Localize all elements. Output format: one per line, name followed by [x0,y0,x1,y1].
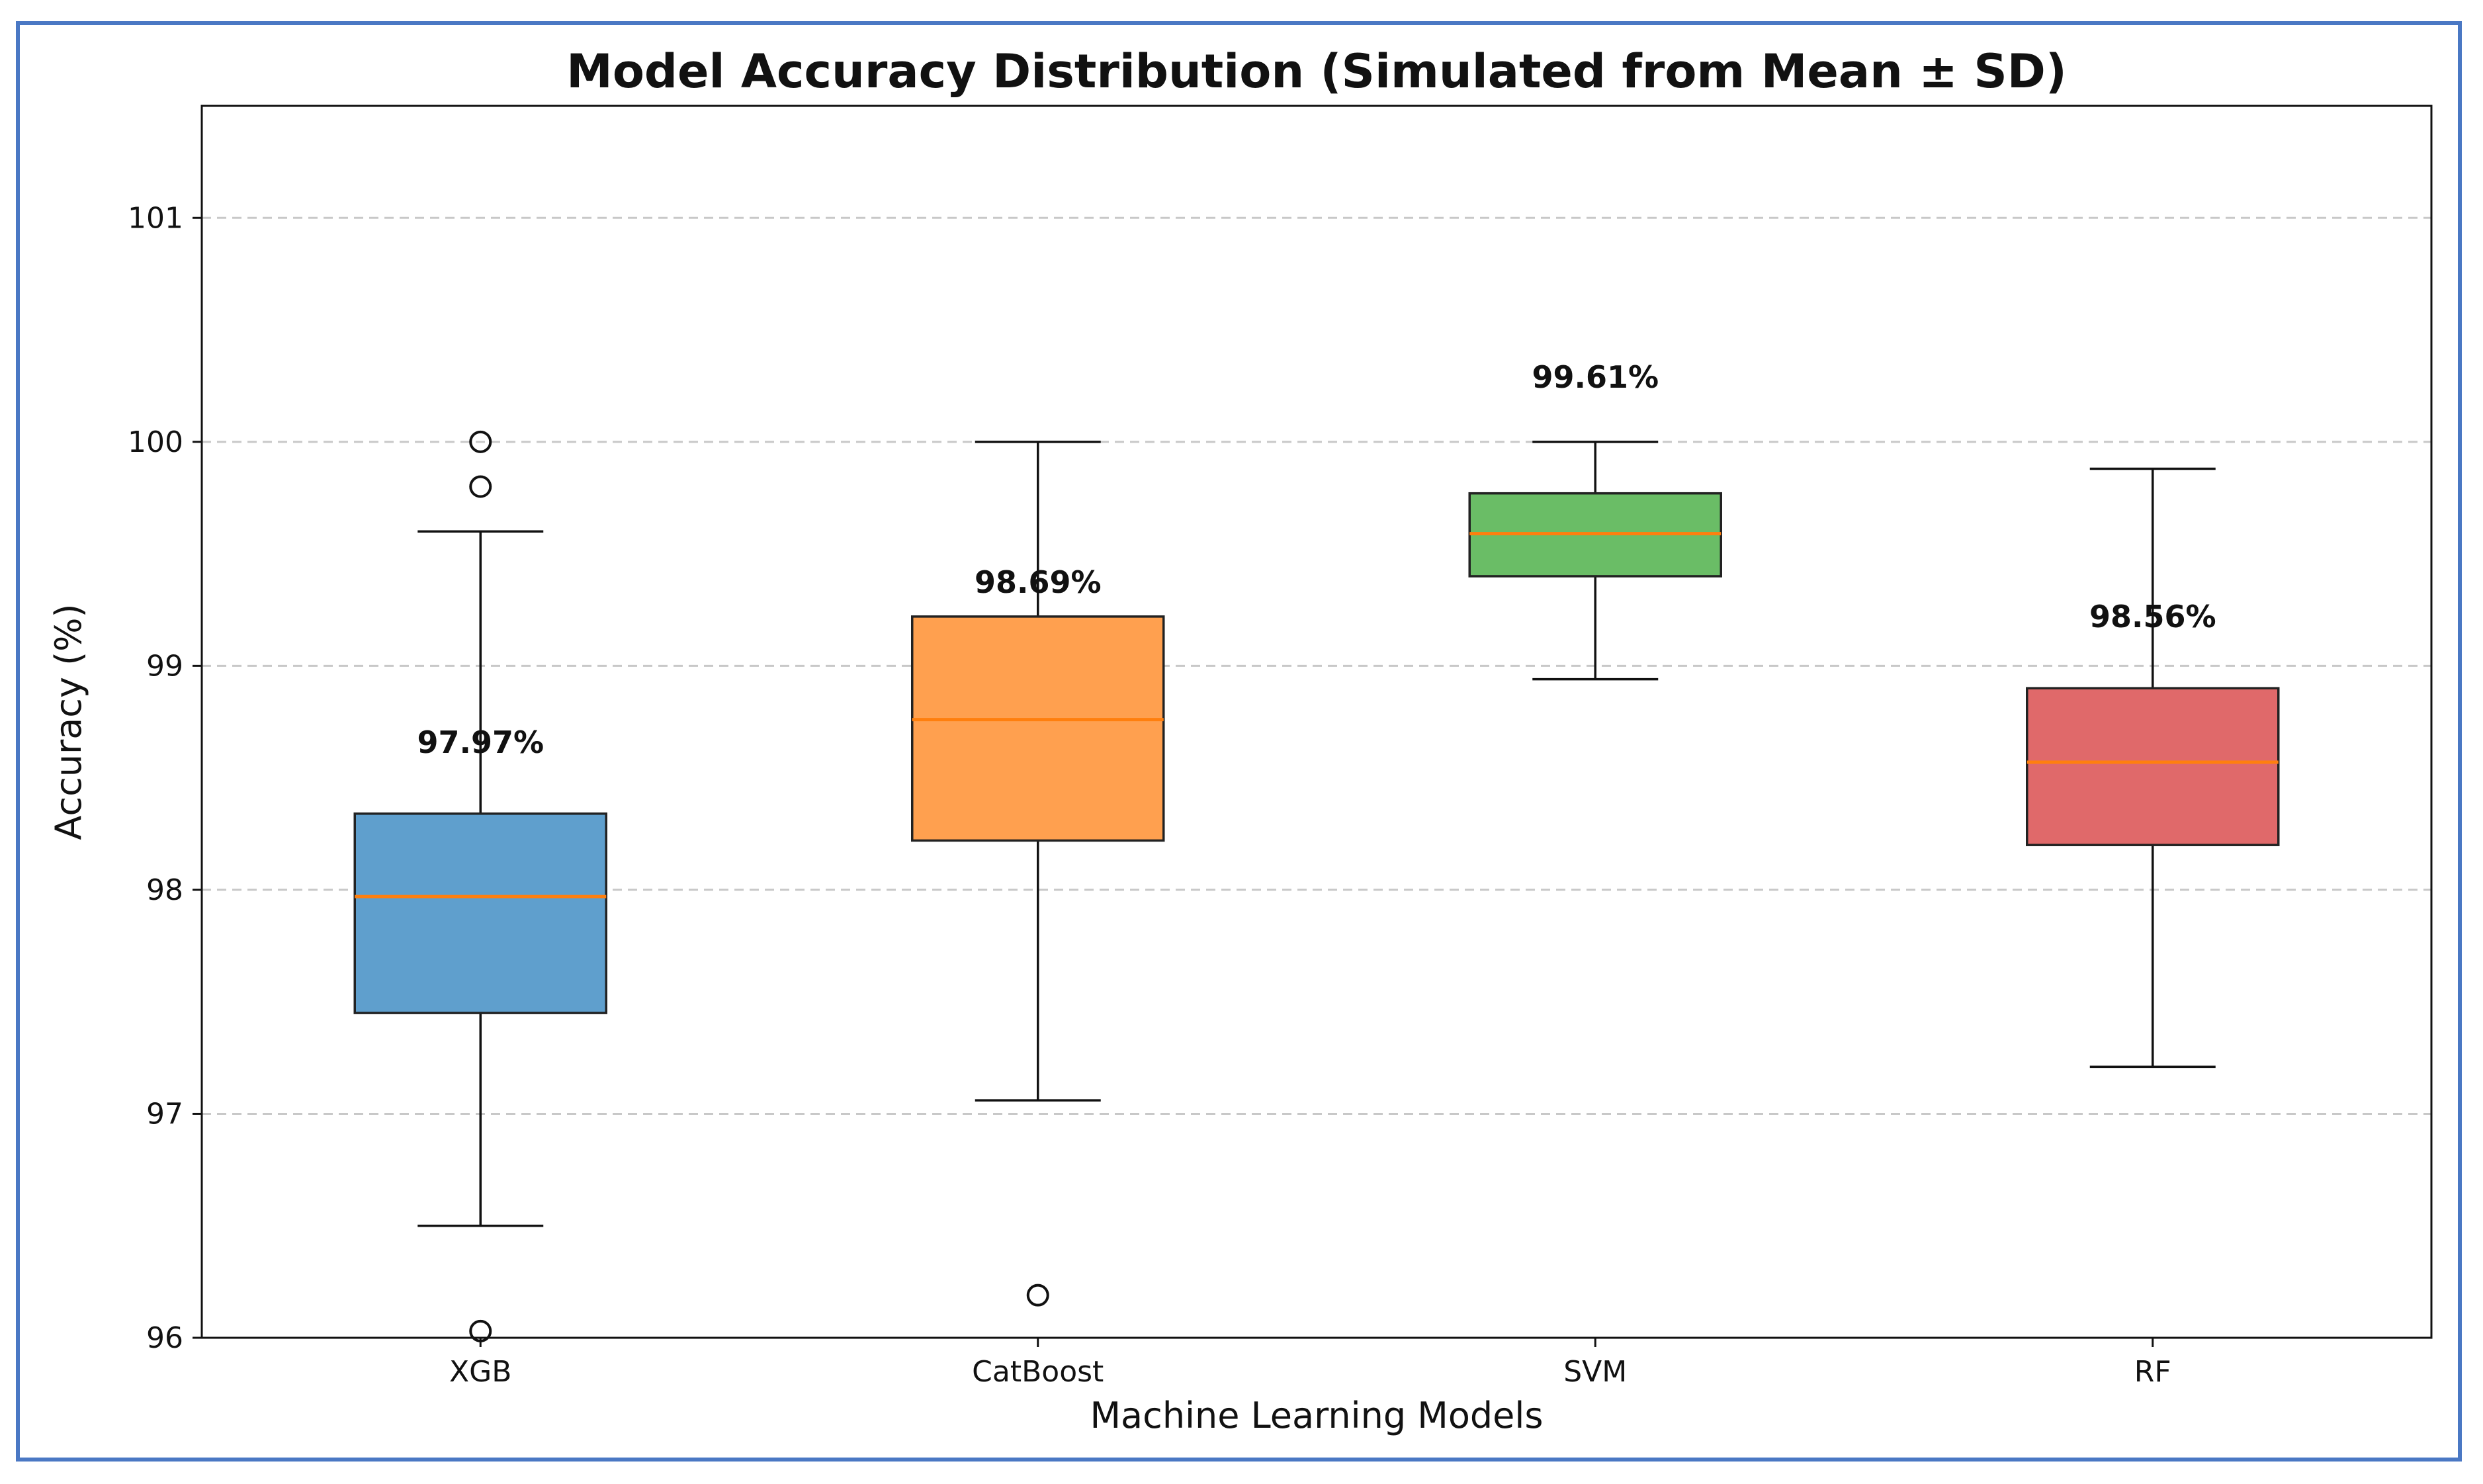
boxes: 97.97% 98.69% 99.61% 98.56% [353,359,2280,1342]
outlier-point [469,430,492,453]
y-tick-label: 99 [146,649,183,683]
y-tick-label: 96 [146,1321,183,1355]
y-tick-label: 97 [146,1097,183,1131]
y-tick-label: 101 [128,201,183,235]
y-axis-label: Accuracy (%) [48,603,89,840]
box-svm: 99.61% [1468,359,1722,681]
box-rf: 98.56% [2026,467,2280,1069]
chart-title: Model Accuracy Distribution (Simulated f… [566,44,2067,99]
iqr-box [353,812,607,1014]
box-xgb: 97.97% [353,430,607,1342]
mean-label: 99.61% [1532,359,1659,395]
box-catboost: 98.69% [911,441,1165,1307]
iqr-box [911,615,1165,842]
mean-label: 97.97% [417,724,544,760]
x-axis-label: Machine Learning Models [1090,1395,1543,1436]
x-tick-label-svm: SVM [1563,1355,1627,1389]
mean-label: 98.69% [975,564,1102,600]
x-tick-label-catboost: CatBoost [972,1355,1104,1389]
plot-area-border [200,105,2433,1339]
x-tick-label-rf: RF [2134,1355,2171,1389]
outlier-point [469,475,492,498]
y-tick-label: 98 [146,873,183,907]
mean-label: 98.56% [2089,599,2216,634]
axis-ticks: 96 97 98 99 100 101 XGB CatBoost SVM RF [128,201,2171,1389]
outlier-point [1026,1284,1049,1307]
iqr-box [2026,687,2280,846]
x-tick-label-xgb: XGB [449,1355,511,1389]
y-tick-label: 100 [128,425,183,459]
image-frame [16,21,2462,1462]
